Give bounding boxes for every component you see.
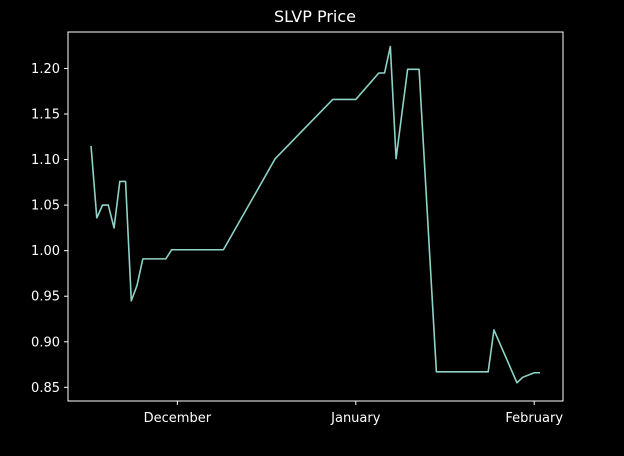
- y-tick-label: 1.05: [31, 199, 60, 214]
- x-tick-label: February: [505, 411, 563, 426]
- y-tick-label: 1.10: [31, 153, 60, 168]
- chart-title: SLVP Price: [274, 7, 356, 26]
- series-layer: [90, 45, 540, 384]
- series-line: [90, 45, 540, 384]
- y-tick-label: 1.15: [31, 108, 60, 123]
- plot-frame: [67, 31, 564, 402]
- ticks: 0.85 0.90 0.95 1.00 1.05 1.10 1.15 1.20 December…: [31, 62, 563, 426]
- x-tick-label: December: [144, 411, 212, 426]
- y-tick-label: 0.85: [31, 381, 60, 396]
- y-tick-label: 0.90: [31, 335, 60, 350]
- x-tick-label: January: [330, 411, 381, 426]
- y-tick-label: 0.95: [31, 290, 60, 305]
- axes: [67, 31, 564, 402]
- y-tick-label: 1.20: [31, 62, 60, 77]
- y-tick-label: 1.00: [31, 244, 60, 259]
